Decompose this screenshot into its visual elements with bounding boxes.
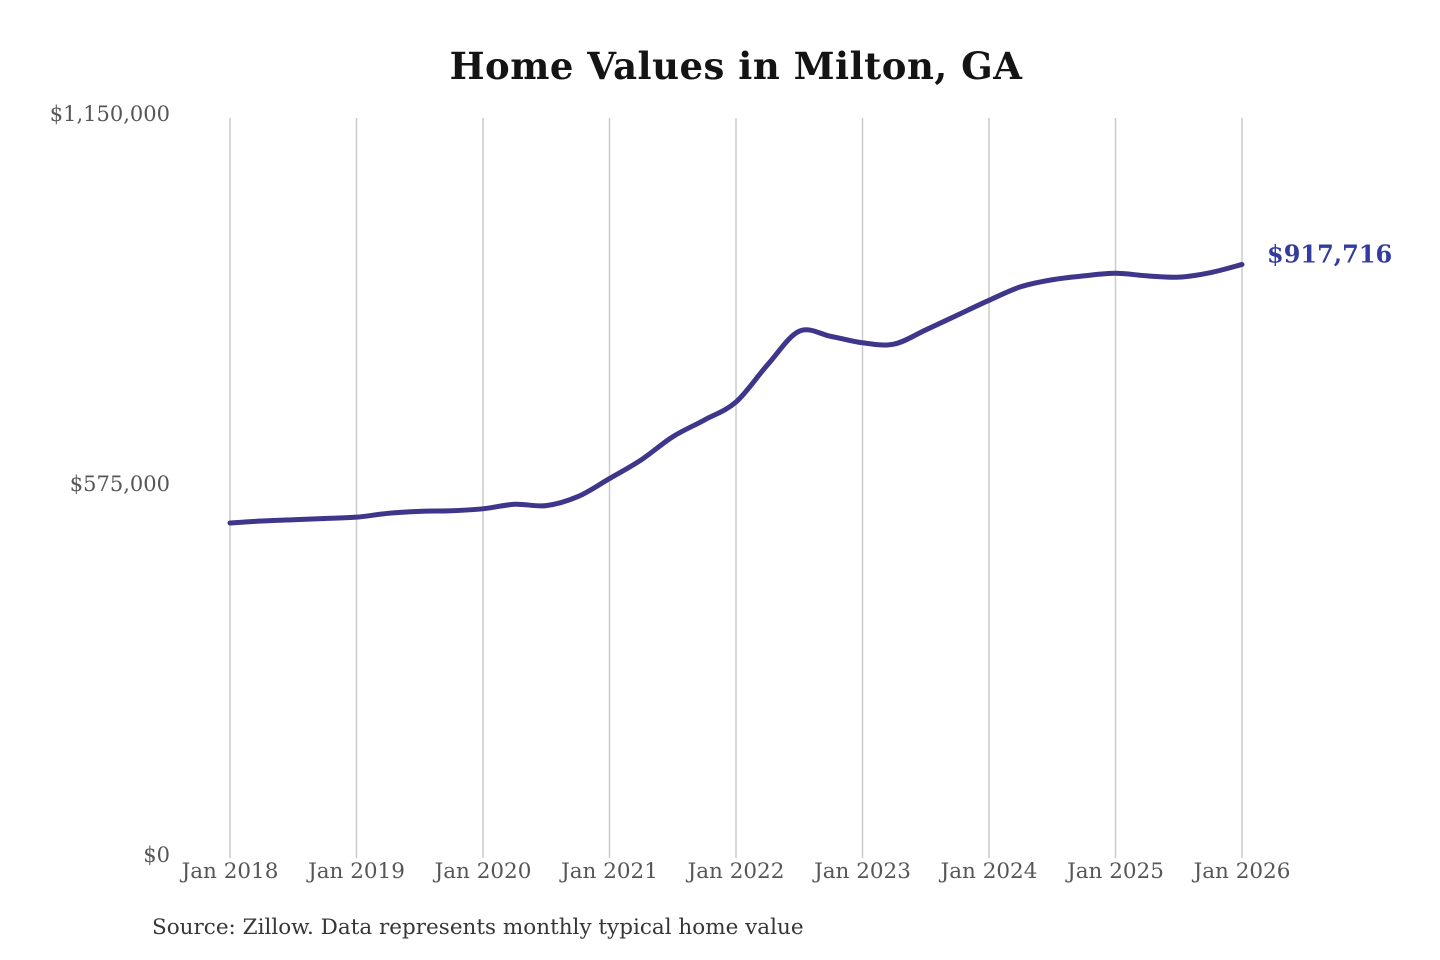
y-axis-tick-label: $1,150,000 [49,102,170,126]
x-axis-tick-label: Jan 2020 [434,859,532,884]
x-axis-tick-label: Jan 2019 [308,859,405,884]
x-axis-tick-label: Jan 2025 [1067,859,1164,884]
y-axis-tick-label: $0 [143,843,170,867]
home-value-line [227,261,1245,526]
latest-value-label: $917,716 [1267,239,1393,269]
chart-title: Home Values in Milton, GA [449,44,1023,88]
x-axis-tick-label: Jan 2026 [1193,859,1291,884]
x-axis-tick-label: Jan 2022 [687,859,785,884]
x-axis-tick-label: Jan 2024 [940,859,1038,884]
x-axis-tick-label: Jan 2021 [561,859,658,884]
x-axis-tick-label: Jan 2023 [814,859,911,884]
x-axis-tick-label: Jan 2018 [181,859,279,884]
source-attribution: Source: Zillow. Data represents monthly … [152,915,804,940]
y-axis-tick-label: $575,000 [69,472,170,496]
